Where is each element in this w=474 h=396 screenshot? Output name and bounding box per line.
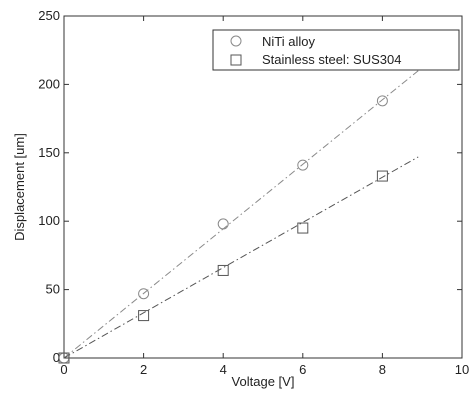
data-point-sus304 (376, 170, 388, 182)
data-point-niti (297, 159, 309, 171)
data-point-niti (376, 95, 388, 107)
legend-label-niti: NiTi alloy (262, 34, 315, 49)
fit-lines (63, 70, 419, 359)
legend-marker-niti (230, 35, 242, 47)
legend-label-sus304: Stainless steel: SUS304 (262, 52, 401, 67)
x-tick-label: 8 (379, 362, 386, 377)
x-tick-label: 10 (455, 362, 469, 377)
data-point-sus304 (138, 310, 150, 322)
y-tick-label: 200 (38, 76, 60, 91)
y-tick-label: 150 (38, 145, 60, 160)
fit-line-series-1 (63, 156, 419, 359)
x-axis-title: Voltage [V] (232, 374, 295, 389)
data-point-sus304 (217, 264, 229, 276)
x-tick-label: 4 (220, 362, 227, 377)
legend-box (212, 29, 460, 71)
legend-marker-sus304 (230, 54, 242, 66)
x-tick-label: 2 (140, 362, 147, 377)
y-tick-label: 50 (46, 282, 60, 297)
data-point-niti (138, 288, 150, 300)
y-tick-label: 0 (53, 350, 60, 365)
plot-area (63, 15, 463, 359)
y-tick-label: 250 (38, 8, 60, 23)
fit-line-series-0 (63, 70, 419, 359)
legend: NiTi alloy Stainless steel: SUS304 (212, 29, 460, 71)
data-point-niti (217, 218, 229, 230)
y-tick-label: 100 (38, 213, 60, 228)
data-point-sus304 (58, 352, 70, 364)
y-axis-title: Displacement [um] (12, 133, 27, 241)
x-tick-label: 6 (299, 362, 306, 377)
data-points (58, 95, 388, 364)
data-point-sus304 (297, 222, 309, 234)
x-tick-label: 0 (60, 362, 67, 377)
